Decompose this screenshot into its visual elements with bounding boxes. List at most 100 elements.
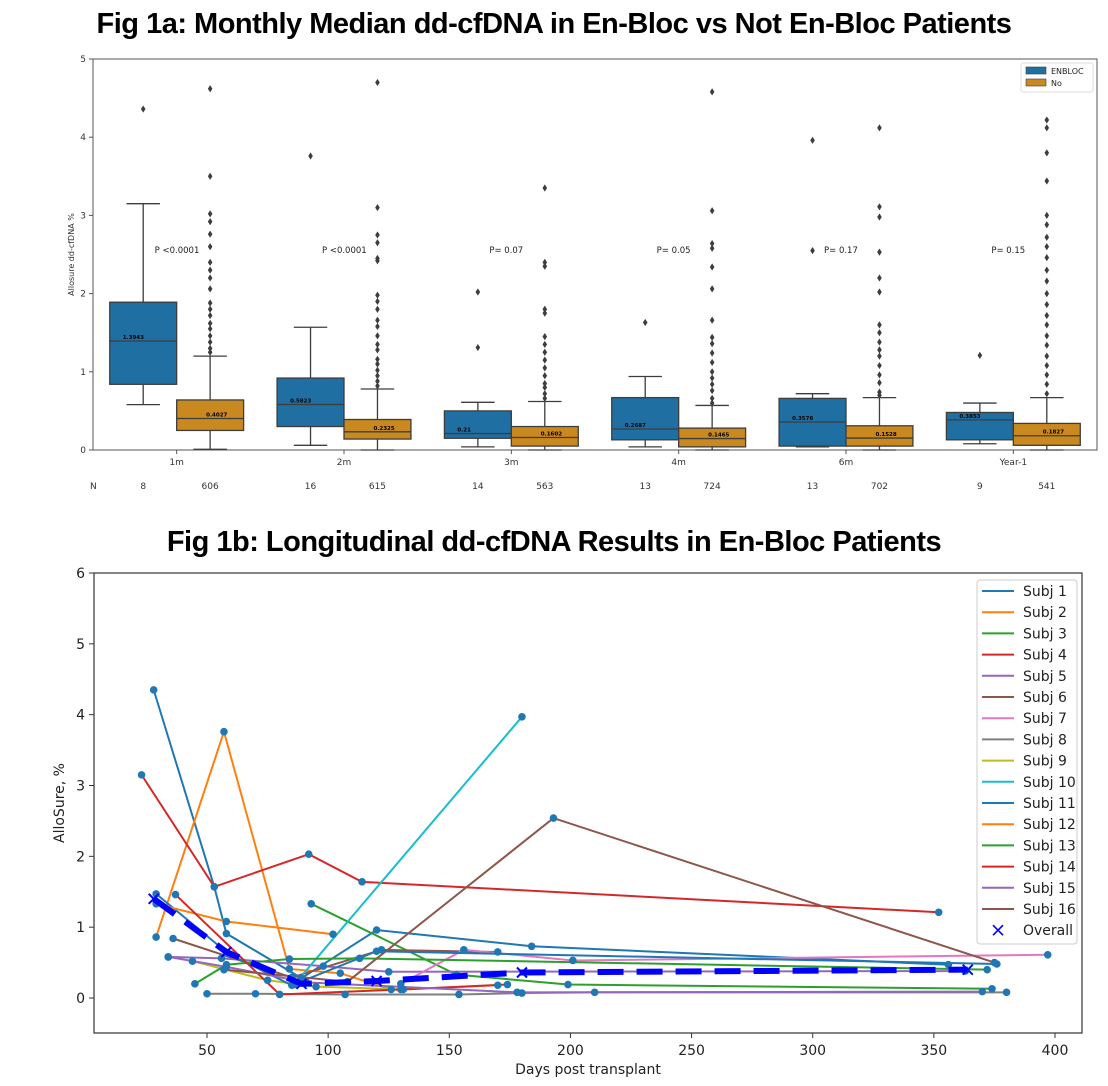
outlier-point (207, 285, 213, 293)
outlier-point (1044, 380, 1050, 388)
x-tick-label: 350 (920, 1043, 947, 1059)
y-tick-label: 3 (76, 779, 85, 795)
data-point-subj-6 (493, 948, 502, 956)
outlier-point (475, 343, 481, 352)
outlier-point (375, 340, 380, 349)
p-value-label: P= 0.15 (991, 246, 1025, 256)
data-point-subj-9 (188, 957, 197, 965)
box-iqr (945, 411, 1014, 441)
data-point-subj-4 (934, 908, 943, 917)
legend-swatch-no (1025, 78, 1047, 87)
data-point-subj-7 (460, 946, 468, 954)
median-label: 0.2325 (373, 426, 394, 432)
legend-swatch-enbloc (1025, 66, 1047, 75)
y-tick-label: 4 (80, 133, 86, 143)
legend-label-no: No (1051, 79, 1062, 88)
data-point-subj-12 (222, 917, 231, 926)
series-line (155, 728, 392, 991)
outlier-point (709, 263, 715, 271)
outlier-point (709, 239, 715, 248)
data-point-subj-5 (217, 954, 226, 963)
series-subj-10 (293, 716, 523, 986)
legend-label-subj-8: Subj 8 (1023, 732, 1067, 748)
overall-x-marker (370, 975, 383, 987)
data-point-subj-4 (304, 850, 313, 859)
outlier-point (877, 288, 882, 296)
outlier-point (542, 309, 548, 317)
median-label: 0.4027 (206, 413, 227, 419)
outlier-point (207, 172, 213, 180)
p-value-label: P= 0.07 (489, 246, 523, 256)
outlier-point (207, 325, 213, 333)
outlier-point (709, 380, 715, 388)
n-value: 541 (1038, 482, 1055, 492)
outlier-point (207, 258, 213, 266)
series-subj-14 (174, 893, 508, 996)
data-point-subj-5 (384, 967, 393, 976)
median-label: 0.1827 (1043, 430, 1064, 436)
n-value: 13 (639, 482, 650, 492)
data-point-subj-6 (169, 934, 177, 943)
outlier-point (1044, 371, 1050, 379)
outlier-point (207, 305, 213, 313)
data-point-subj-3 (307, 899, 315, 908)
box-enbloc-3m: 0.21 (443, 288, 512, 448)
outlier-point (1044, 352, 1050, 360)
data-point-subj-7 (397, 980, 405, 988)
overall-x-marker (220, 946, 233, 958)
outlier-point (709, 349, 715, 357)
median-label: 0.1465 (708, 433, 729, 439)
median-label: 0.1602 (541, 431, 562, 437)
data-point-subj-4 (210, 882, 219, 891)
outlier-point (877, 352, 882, 360)
data-point-subj-14 (171, 890, 180, 899)
x-tick-label: 200 (557, 1043, 584, 1059)
median-label: 0.3853 (959, 414, 980, 420)
outlier-point (977, 351, 983, 359)
outlier-point (375, 291, 380, 299)
x-tick-label: Year-1 (999, 458, 1027, 468)
data-point-subj-13 (191, 980, 199, 988)
n-value: 724 (704, 482, 721, 492)
outlier-point (375, 297, 380, 306)
legend-label-subj-14: Subj 14 (1023, 860, 1076, 876)
outlier-point (877, 379, 882, 387)
legend-label-subj-15: Subj 15 (1023, 881, 1076, 897)
data-point-subj-11 (372, 947, 381, 956)
outlier-point (375, 377, 380, 385)
data-point-subj-8 (251, 989, 260, 998)
outlier-point (1044, 390, 1050, 398)
outlier-point (207, 319, 213, 327)
box-iqr (611, 396, 680, 441)
legend-label-subj-4: Subj 4 (1023, 648, 1067, 664)
p-value-label: P <0.0001 (322, 246, 367, 256)
data-point-subj-4 (358, 878, 366, 886)
legend-label-subj-16: Subj 16 (1023, 902, 1076, 918)
outlier-point (709, 386, 715, 395)
outlier-point (542, 262, 548, 270)
p-value-label: P= 0.05 (657, 246, 691, 256)
outlier-point (375, 78, 380, 87)
outlier-point (709, 394, 715, 402)
data-point-subj-16 (990, 958, 999, 967)
outlier-point (877, 274, 882, 282)
outlier-point (1044, 332, 1050, 340)
chart-1a-boxplot: 0 1 2 3 4 5 Allosure dd-cfDNA % N 1m P <0.0001 2m P… (67, 55, 1098, 492)
outlier-point (1044, 300, 1050, 309)
y-tick-label: 1 (80, 368, 86, 378)
outlier-point (207, 338, 213, 346)
outlier-point (709, 358, 715, 367)
y-tick-label: 6 (76, 566, 85, 582)
outlier-point (709, 207, 715, 215)
data-point-subj-9 (493, 981, 502, 990)
y-tick-label: 1 (76, 920, 85, 936)
outlier-point (709, 368, 715, 376)
outlier-point (1044, 149, 1050, 157)
legend-label-subj-7: Subj 7 (1023, 711, 1067, 727)
outlier-point (542, 184, 548, 192)
box-iqr (678, 427, 747, 448)
series-line (174, 893, 508, 996)
legend-label-subj-6: Subj 6 (1023, 690, 1067, 706)
n-label: N (90, 482, 97, 492)
outlier-point (542, 394, 548, 402)
